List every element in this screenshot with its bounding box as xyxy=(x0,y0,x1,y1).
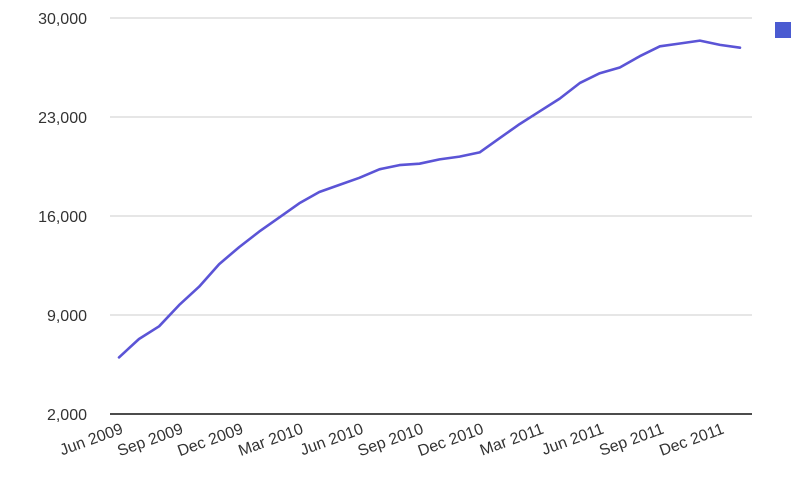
y-tick-label: 23,000 xyxy=(38,110,87,127)
series-line xyxy=(117,39,742,359)
legend-swatch xyxy=(775,22,791,38)
x-tick-label: Dec 2010 xyxy=(416,421,486,460)
y-tick-label: 16,000 xyxy=(38,209,87,226)
x-tick-label: Sep 2010 xyxy=(356,421,426,460)
x-tick-label: Jun 2009 xyxy=(58,421,126,460)
x-tick-label: Jun 2011 xyxy=(540,421,607,459)
x-tick-label: Mar 2011 xyxy=(478,421,546,460)
legend xyxy=(775,22,791,38)
y-tick-label: 2,000 xyxy=(47,407,87,424)
x-tick-label: Jun 2010 xyxy=(298,421,366,460)
gridlines xyxy=(110,17,752,415)
x-tick-label: Sep 2009 xyxy=(115,421,185,460)
x-tick-label: Dec 2011 xyxy=(657,421,726,460)
y-tick-label: 9,000 xyxy=(47,308,87,325)
x-tick-label: Mar 2010 xyxy=(236,421,305,460)
x-tick-label: Sep 2011 xyxy=(597,421,666,460)
x-tick-label: Dec 2009 xyxy=(175,421,245,460)
y-tick-label: 30,000 xyxy=(38,11,87,28)
series-layer xyxy=(117,39,742,359)
y-axis-ticks: 30,000 23,000 16,000 9,000 2,000 xyxy=(38,11,87,424)
